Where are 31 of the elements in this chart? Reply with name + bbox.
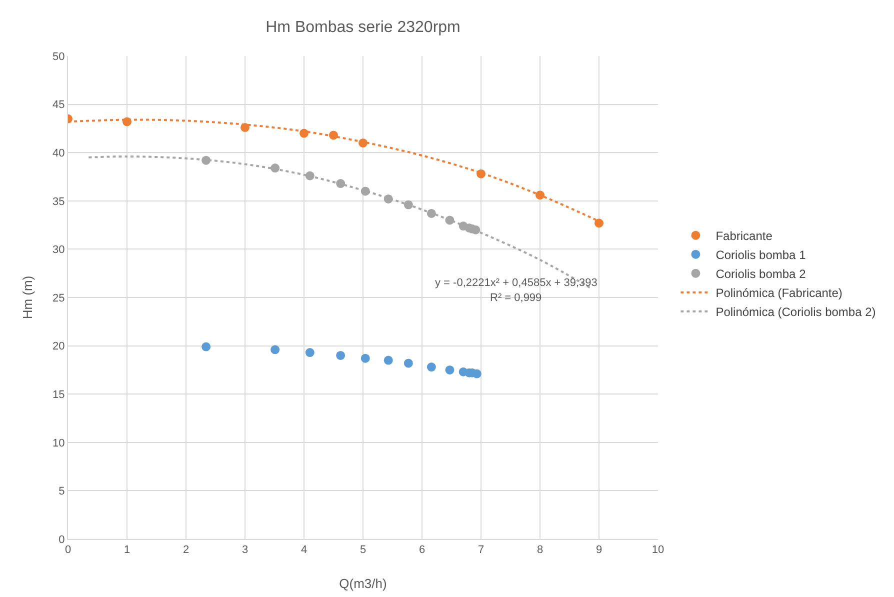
x-tick-label: 10 [652, 544, 664, 556]
x-tick-label: 8 [536, 544, 544, 556]
legend-label: Polinómica (Coriolis bomba 2) [716, 305, 876, 320]
y-tick-label: 40 [52, 147, 65, 160]
y-tick-label: 50 [52, 50, 65, 63]
legend-label: Coriolis bomba 1 [716, 248, 806, 262]
y-tick-label: 45 [52, 99, 65, 112]
y-tick-label: 25 [52, 292, 65, 304]
x-tick-label: 1 [124, 544, 130, 556]
y-axis-title: Hm (m) [20, 276, 35, 320]
y-tick-label: 10 [52, 437, 65, 450]
y-tick-label: 15 [52, 388, 65, 401]
x-tick-label: 5 [360, 544, 366, 556]
x-tick-label: 4 [300, 544, 308, 556]
y-tick-label: 0 [58, 534, 65, 546]
y-tick-label: 30 [52, 244, 65, 256]
x-tick-label: 7 [478, 544, 484, 556]
annotation: y = -0,2221x² + 0,4585x + 39,393 [435, 277, 598, 289]
x-tick-label: 2 [182, 544, 190, 556]
x-tick-label: 9 [596, 544, 602, 556]
y-tick-label: 35 [52, 196, 65, 208]
x-axis-title: Q(m3/h) [339, 576, 387, 591]
chart-title: Hm Bombas serie 2320rpm [266, 19, 460, 36]
legend-label: Polinómica (Fabricante) [716, 286, 842, 300]
annotation: R² = 0,999 [490, 292, 542, 304]
legend-label: Coriolis bomba 2 [716, 267, 806, 282]
legend-label: Fabricante [716, 229, 773, 244]
x-tick-label: 3 [242, 544, 248, 556]
y-tick-label: 5 [58, 486, 65, 498]
y-tick-label: 20 [52, 340, 65, 353]
x-tick-label: 6 [418, 544, 426, 556]
